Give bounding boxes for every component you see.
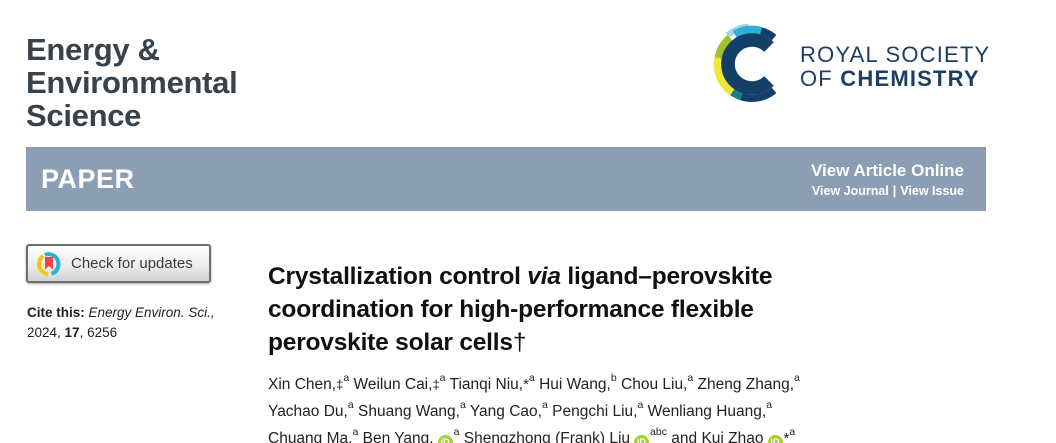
- corresponding-author-mark: *: [523, 375, 529, 393]
- affiliation-superscript: a: [453, 426, 460, 439]
- rsc-c-mark-icon: [713, 24, 777, 102]
- author: Pengchi Liu,a: [552, 399, 644, 420]
- author: and Kui Zhao iD *a: [671, 427, 795, 443]
- author: Chou Liu,a: [621, 372, 694, 393]
- check-updates-label: Check for updates: [71, 255, 193, 272]
- author: Shengzhong (Frank) Liu iDabc: [464, 427, 667, 443]
- author: Weilun Cai,‡a: [353, 372, 446, 393]
- banner-links: View Article Online View Journal | View Is…: [811, 161, 964, 198]
- rsc-wordmark-line2: OF CHEMISTRY: [800, 66, 980, 91]
- author: Yang Cao,a: [469, 399, 548, 420]
- orcid-icon[interactable]: iD: [437, 434, 453, 443]
- affiliation-superscript: b: [610, 372, 617, 385]
- affiliation-superscript: a: [789, 426, 796, 439]
- affiliation-superscript: abc: [650, 426, 667, 439]
- paper-banner: PAPER View Article Online View Journal | V…: [26, 147, 986, 211]
- orcid-icon[interactable]: iD: [634, 434, 650, 443]
- crossmark-icon: [36, 251, 61, 276]
- affiliation-superscript: a: [794, 372, 800, 385]
- affiliation-superscript: a: [528, 372, 535, 385]
- rsc-logo: ROYAL SOCIETY OF CHEMISTRY: [712, 24, 990, 104]
- view-article-online-link[interactable]: View Article Online: [810, 160, 964, 180]
- section-label: PAPER: [41, 163, 135, 194]
- author: Yachao Du,a: [268, 399, 354, 420]
- rsc-wordmark-line1: ROYAL SOCIETY: [800, 42, 991, 67]
- affiliation-superscript: a: [347, 399, 354, 412]
- view-issue-link[interactable]: View Issue: [900, 183, 964, 198]
- check-updates-button[interactable]: Check for updates: [26, 244, 211, 283]
- view-journal-link[interactable]: View Journal: [811, 183, 889, 198]
- author: Shuang Wang,a: [358, 399, 466, 420]
- affiliation-superscript: a: [439, 372, 446, 385]
- footnote-dagger: †: [512, 329, 527, 357]
- affiliation-superscript: a: [766, 399, 773, 412]
- author-list: Xin Chen,‡a Weilun Cai,‡a Tianqi Niu,*a …: [268, 371, 958, 443]
- affiliation-superscript: a: [459, 399, 466, 412]
- journal-title-line: Science: [26, 97, 142, 133]
- cite-line1: Cite this: Energy Environ. Sci.,: [27, 305, 215, 320]
- article-title-line: Crystallization control via ligand–perov…: [268, 263, 773, 291]
- author: Zheng Zhang,a: [697, 372, 800, 393]
- article-title-line: perovskite solar cells†: [268, 329, 527, 357]
- affiliation-superscript: a: [541, 399, 548, 412]
- article-title-line: coordination for high-performance flexib…: [268, 296, 754, 324]
- affiliation-superscript: a: [352, 426, 359, 439]
- rsc-wordmark: ROYAL SOCIETY OF CHEMISTRY: [800, 43, 990, 91]
- link-separator: |: [892, 183, 897, 198]
- journal-title: Energy & Environmental Science: [26, 31, 238, 133]
- journal-title-line: Energy &: [26, 31, 160, 67]
- banner-sub-links: View Journal | View Issue: [811, 184, 964, 198]
- cite-this: Cite this: Energy Environ. Sci., 2024, 1…: [27, 303, 237, 343]
- affiliation-superscript: a: [343, 372, 350, 385]
- cite-line2: 2024, 17, 6256: [27, 325, 118, 340]
- affiliation-superscript: a: [637, 399, 644, 412]
- author: Xin Chen,‡a: [268, 372, 350, 393]
- author: Ben Yang, iDa: [363, 427, 459, 443]
- journal-title-line: Environmental: [26, 64, 238, 100]
- author: Chuang Ma,a: [268, 426, 359, 443]
- author: Hui Wang,b: [539, 372, 617, 393]
- author: Tianqi Niu,*a: [449, 372, 535, 393]
- corresponding-author-mark: *: [783, 429, 790, 443]
- equal-contribution-mark: ‡: [336, 376, 344, 392]
- equal-contribution-mark: ‡: [432, 376, 440, 392]
- orcid-icon[interactable]: iD: [767, 434, 783, 443]
- article-title: Crystallization control via ligand–perov…: [268, 260, 948, 359]
- affiliation-superscript: a: [687, 372, 694, 385]
- author: Wenliang Huang,a: [647, 399, 773, 420]
